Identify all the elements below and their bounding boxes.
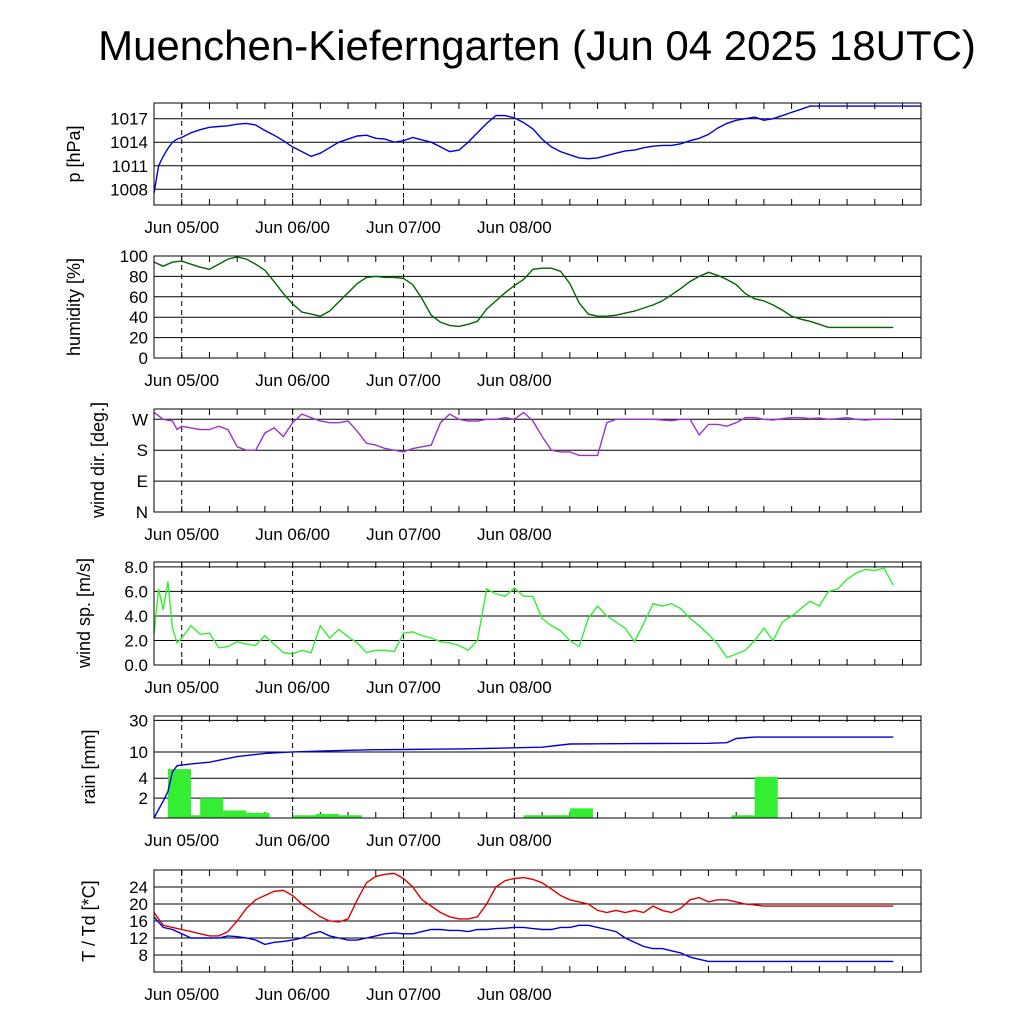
y-axis-title: wind dir. [deg.] <box>88 402 108 519</box>
plot-frame <box>153 869 922 973</box>
x-tick-label: Jun 05/00 <box>144 525 219 544</box>
y-tick-label: 16 <box>129 912 148 931</box>
rain-series-line <box>153 736 894 819</box>
rain-bar <box>338 815 362 818</box>
y-tick-label: N <box>136 503 148 522</box>
y-tick-label: 1011 <box>111 157 148 176</box>
y-tick-label: 6.0 <box>124 582 148 601</box>
x-tick-label: Jun 06/00 <box>255 371 330 390</box>
x-tick-label: Jun 08/00 <box>477 831 552 850</box>
y-tick-label: 4 <box>139 769 148 788</box>
y-axis-title: rain [mm] <box>79 729 99 804</box>
x-tick-label: Jun 06/00 <box>255 525 330 544</box>
panel-pressure: 1008 1011 1014 1017 Jun 05/00 Jun 06/00 Jun 07… <box>64 102 922 237</box>
x-tick-label: Jun 05/00 <box>144 985 219 1004</box>
y-tick-label: 20 <box>129 895 148 914</box>
y-tick-label: 1017 <box>110 110 148 129</box>
y-tick-label: S <box>137 441 148 460</box>
y-tick-label: 12 <box>129 929 148 948</box>
plot-frame <box>153 102 922 206</box>
pressure-series-line <box>153 105 921 194</box>
x-tick-label: Jun 08/00 <box>477 218 552 237</box>
x-tick-label: Jun 08/00 <box>477 371 552 390</box>
x-tick-label: Jun 07/00 <box>366 218 441 237</box>
y-axis-title: p [hPa] <box>64 125 84 182</box>
y-axis-title: wind sp. [m/s] <box>74 558 94 669</box>
x-tick-label: Jun 07/00 <box>366 678 441 697</box>
y-tick-label: 8.0 <box>124 558 148 577</box>
rain-bar <box>315 813 339 818</box>
rain-bar <box>177 815 201 818</box>
rain-bar <box>292 815 316 818</box>
rain-bar <box>546 815 570 818</box>
rain-bar <box>523 815 547 818</box>
y-tick-label: 2 <box>139 789 148 808</box>
x-tick-label: Jun 06/00 <box>255 218 330 237</box>
y-tick-label: 1008 <box>110 180 148 199</box>
x-tick-label: Jun 05/00 <box>144 678 219 697</box>
y-axis-title: humidity [%] <box>64 258 84 356</box>
y-tick-label: 30 <box>129 711 148 730</box>
x-tick-label: Jun 07/00 <box>366 371 441 390</box>
panel-wind_speed: 0.0 2.0 4.0 6.0 8.0 Jun 05/00 Jun 06/00 Jun 07/… <box>74 558 922 697</box>
rain-bar <box>731 815 755 818</box>
temperature-series-line <box>153 872 894 937</box>
plot-frame <box>153 715 922 819</box>
y-tick-label: W <box>132 410 148 429</box>
y-tick-label: 100 <box>120 247 148 266</box>
plot-frame <box>153 561 922 666</box>
y-tick-label: 80 <box>129 267 148 286</box>
y-tick-label: 10 <box>129 743 148 762</box>
y-tick-label: 1014 <box>110 133 148 152</box>
y-tick-label: 40 <box>129 308 148 327</box>
y-tick-label: 0.0 <box>124 656 148 675</box>
x-tick-label: Jun 07/00 <box>366 525 441 544</box>
temperature-series-line <box>153 916 894 963</box>
x-tick-label: Jun 06/00 <box>255 985 330 1004</box>
humidity-series-line <box>153 256 894 329</box>
rain-bar <box>167 769 191 818</box>
y-tick-label: 8 <box>139 946 148 965</box>
x-tick-label: Jun 06/00 <box>255 831 330 850</box>
x-tick-label: Jun 07/00 <box>366 831 441 850</box>
y-axis-title: T / Td [*C] <box>79 880 99 961</box>
x-tick-label: Jun 08/00 <box>477 678 552 697</box>
chart-title: Muenchen-Kieferngarten (Jun 04 2025 18UT… <box>98 22 976 69</box>
x-tick-label: Jun 06/00 <box>255 678 330 697</box>
x-tick-label: Jun 08/00 <box>477 985 552 1004</box>
plot-frame <box>153 255 922 359</box>
y-tick-label: 20 <box>129 329 148 348</box>
x-tick-label: Jun 08/00 <box>477 525 552 544</box>
y-tick-label: E <box>137 472 148 491</box>
panel-rain: 24 10 30 Jun 05/00 Jun 06/00 Jun 07/00 Jun 08/… <box>79 711 922 850</box>
rain-bar <box>569 808 593 818</box>
plot-frame <box>153 408 922 513</box>
x-tick-label: Jun 07/00 <box>366 985 441 1004</box>
rain-bar <box>246 812 270 818</box>
rain-bar <box>754 776 778 818</box>
wind_speed-series-line <box>153 567 894 659</box>
rain-bar <box>223 810 247 818</box>
y-tick-label: 2.0 <box>124 631 148 650</box>
y-tick-label: 60 <box>129 288 148 307</box>
y-tick-label: 4.0 <box>124 607 148 626</box>
y-tick-label: 24 <box>129 878 148 897</box>
x-tick-label: Jun 05/00 <box>144 371 219 390</box>
x-tick-label: Jun 05/00 <box>144 218 219 237</box>
x-tick-label: Jun 05/00 <box>144 831 219 850</box>
y-tick-label: 0 <box>139 349 148 368</box>
rain-bar <box>200 798 224 818</box>
wind_dir-series-line <box>153 411 894 457</box>
